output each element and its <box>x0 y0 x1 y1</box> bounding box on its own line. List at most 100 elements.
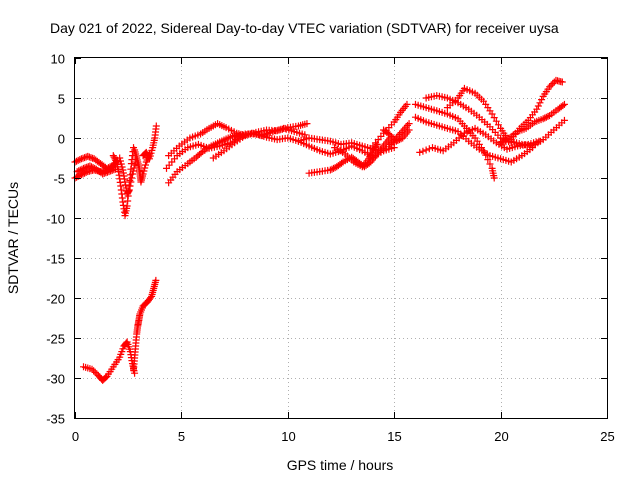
data-point <box>301 131 309 139</box>
data-point <box>75 167 83 175</box>
y-tick-label: -10 <box>46 212 65 227</box>
data-point <box>388 132 396 140</box>
series-arc-3 <box>73 162 119 178</box>
axis-ticks <box>75 58 608 419</box>
data-point <box>139 170 147 178</box>
series-arc-21 <box>411 113 537 166</box>
x-tick-label: 20 <box>494 429 508 444</box>
data-point <box>128 170 136 178</box>
data-point <box>122 339 130 347</box>
y-tick-label: -30 <box>46 372 65 387</box>
data-point <box>129 167 137 175</box>
data-point <box>544 112 552 120</box>
data-point <box>549 80 557 88</box>
y-tick-labels: 10 5 0 -5 -10 -15 -20 -25 -30 -35 <box>46 52 65 427</box>
x-tick-label: 5 <box>178 429 185 444</box>
data-point <box>142 148 150 156</box>
y-tick-label: 5 <box>58 92 65 107</box>
series-arc-16 <box>294 134 398 155</box>
y-tick-label: -5 <box>53 172 65 187</box>
y-tick-label: -25 <box>46 332 65 347</box>
data-point <box>560 116 568 124</box>
data-point <box>118 163 126 171</box>
y-axis-label: SDTVAR / TECUs <box>5 182 21 294</box>
data-point <box>559 102 567 110</box>
data-point <box>494 121 502 129</box>
data-point <box>338 159 346 167</box>
series-arc-8 <box>80 338 139 384</box>
data-point <box>127 178 135 186</box>
data-point <box>486 160 494 168</box>
series-arc-9 <box>130 276 160 374</box>
data-point <box>141 164 149 172</box>
data-point <box>328 165 336 173</box>
data-point <box>88 365 96 373</box>
data-point <box>405 120 413 128</box>
data-point <box>90 367 98 375</box>
series-arc-24 <box>443 84 511 142</box>
data-point <box>74 156 82 164</box>
data-point <box>546 83 554 91</box>
data-point <box>488 110 496 118</box>
data-point <box>389 137 397 145</box>
data-point <box>76 156 84 164</box>
data-point <box>419 147 427 155</box>
series-arc-25 <box>416 124 543 156</box>
x-tick-label: 15 <box>387 429 401 444</box>
data-point <box>560 100 568 108</box>
data-point <box>550 78 558 86</box>
plot-frame <box>74 57 608 419</box>
y-tick-label: -15 <box>46 252 65 267</box>
data-point <box>87 163 95 171</box>
data-point <box>89 164 97 172</box>
data-point <box>558 78 566 86</box>
data-point <box>403 100 411 108</box>
data-point <box>303 120 311 128</box>
data-point <box>484 156 492 164</box>
data-point <box>330 164 338 172</box>
data-point <box>534 102 542 110</box>
data-point <box>373 140 381 148</box>
data-point <box>117 160 125 168</box>
data-point <box>416 148 424 156</box>
y-tick-label: 0 <box>58 132 65 147</box>
series-arc-17 <box>331 140 381 171</box>
data-point <box>490 114 498 122</box>
data-point <box>152 122 160 130</box>
series-arc-28 <box>497 116 568 150</box>
y-tick-label: -35 <box>46 412 65 427</box>
data-point <box>116 154 124 162</box>
data-point <box>390 144 398 152</box>
x-tick-label: 0 <box>72 429 79 444</box>
data-point <box>111 155 119 163</box>
data-point <box>109 152 117 160</box>
data-point <box>492 117 500 125</box>
data-point <box>91 368 99 376</box>
grid <box>75 58 607 418</box>
data-point <box>131 369 139 377</box>
data-point <box>480 147 488 155</box>
data-point <box>152 276 160 284</box>
data-point <box>388 139 396 147</box>
data-point <box>140 167 148 175</box>
data-point <box>490 174 498 182</box>
data-point <box>126 182 134 190</box>
data-point <box>110 153 118 161</box>
data-point <box>386 140 394 148</box>
data-point <box>147 294 155 302</box>
x-tick-labels: 0 5 10 15 20 25 <box>72 429 615 444</box>
data-point <box>116 157 124 165</box>
y-tick-label: -20 <box>46 292 65 307</box>
data-point <box>197 149 205 157</box>
data-point <box>125 186 133 194</box>
data-point <box>145 153 153 161</box>
series-arc-27 <box>507 76 566 144</box>
data-point <box>536 99 544 107</box>
x-axis-label: GPS time / hours <box>287 457 394 473</box>
data-point <box>547 81 555 89</box>
data-point <box>386 131 394 139</box>
series-arc-20 <box>386 120 413 148</box>
data-point <box>425 145 433 153</box>
